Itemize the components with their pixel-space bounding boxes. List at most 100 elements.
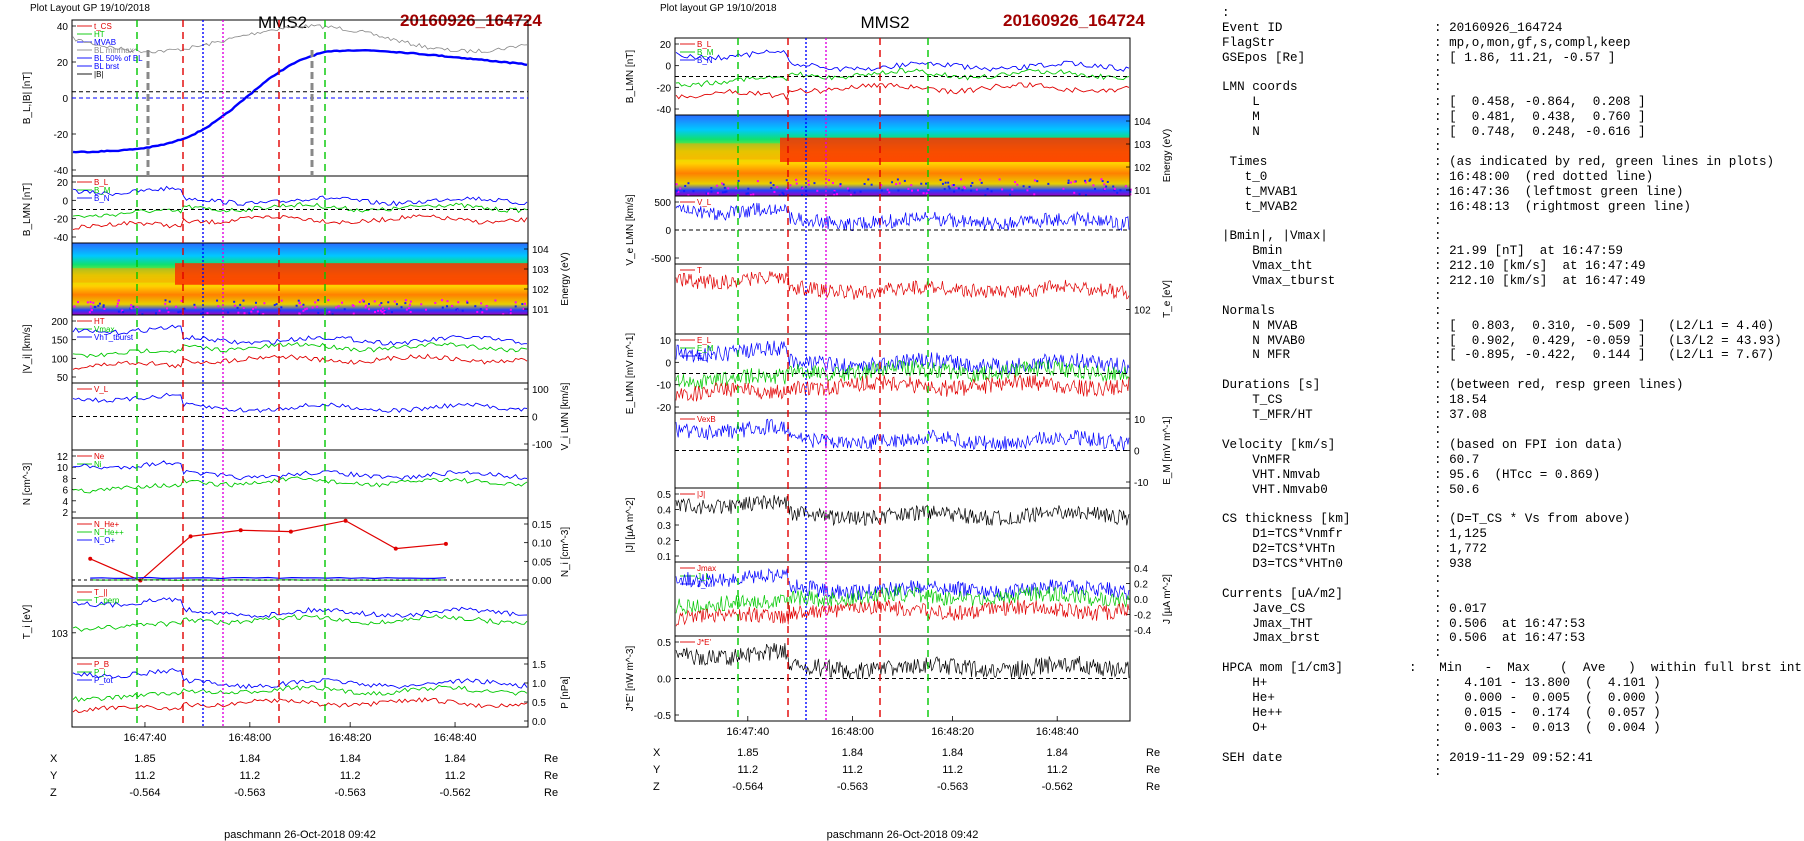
series-line <box>72 476 528 494</box>
orbit-value: 11.2 <box>240 770 261 782</box>
panel-frame <box>71 314 529 384</box>
info-row: : <box>1222 66 1802 81</box>
spectrogram-noise <box>1124 185 1127 188</box>
info-key: SEH date <box>1222 750 1283 765</box>
spectrogram-noise <box>522 307 525 310</box>
info-row: Vmax_tht: 212.10 [km/s] at 16:47:49 <box>1222 259 1802 274</box>
legend-entry: B_M <box>697 48 714 57</box>
spectrogram-noise <box>963 187 966 190</box>
series-line <box>72 214 528 231</box>
time-tick-label: 16:47:40 <box>726 726 769 738</box>
orbit-value: 11.2 <box>842 764 863 776</box>
info-key: N MFR <box>1222 348 1291 363</box>
info-key: VnMFR <box>1222 452 1291 467</box>
info-key: Bmin <box>1222 244 1283 259</box>
info-row: t_0: 16:48:00 (red dotted line) <box>1222 170 1802 185</box>
info-key: Vmax_tburst <box>1222 274 1336 289</box>
spectrogram-noise <box>888 191 891 194</box>
spectrogram-noise <box>233 304 236 307</box>
y-axis-label: J*E' [nW m^-3] <box>625 646 636 712</box>
info-key: Velocity [km/s] <box>1222 437 1336 452</box>
spectrogram-noise <box>970 184 973 187</box>
y-tick-label: 6 <box>62 486 68 497</box>
spacecraft-title: MMS2 <box>861 13 910 32</box>
y-tick-label: 0.5 <box>657 638 671 649</box>
info-value: : <box>1434 80 1442 95</box>
spectrogram-noise <box>911 189 914 192</box>
spectrogram-noise <box>867 178 870 181</box>
legend-entry: P_tot <box>94 676 113 685</box>
spectrogram-noise <box>1001 188 1004 191</box>
info-value: : <box>1434 422 1442 437</box>
y-tick-label: 102 <box>1134 306 1151 317</box>
y-tick-label: 20 <box>57 178 69 189</box>
spectrogram-noise <box>378 304 381 307</box>
series-line <box>72 324 527 346</box>
info-row: : <box>1222 423 1802 438</box>
spectrogram-noise <box>953 190 956 193</box>
spectrogram-noise <box>1028 185 1031 188</box>
info-row: Jmax_THT: 0.506 at 16:47:53 <box>1222 617 1802 632</box>
spectrogram-noise <box>93 305 96 308</box>
legend-entry: J_L <box>697 572 710 581</box>
spectrogram-noise <box>227 311 230 314</box>
spectrogram-noise <box>916 189 919 192</box>
spectrogram-noise <box>745 192 748 195</box>
spectrogram-noise <box>831 181 834 184</box>
orbit-value: 11.2 <box>1047 764 1068 776</box>
spectrogram-noise <box>262 313 265 316</box>
info-value: : 50.6 <box>1434 482 1480 497</box>
spectrogram-noise <box>280 306 283 309</box>
info-key: Jave_CS <box>1222 601 1306 616</box>
spectrogram-noise <box>494 299 497 302</box>
series-line <box>675 49 1130 72</box>
spectrogram-noise <box>941 182 944 185</box>
info-row: Vmax_tburst: 212.10 [km/s] at 16:47:49 <box>1222 274 1802 289</box>
info-value: : (D=T_CS * Vs from above) <box>1434 512 1631 527</box>
info-value: : <box>1434 765 1442 780</box>
y-tick-label: 101 <box>1134 186 1151 197</box>
info-value: : <box>1434 140 1442 155</box>
info-key: t_0 <box>1222 169 1268 184</box>
spectrogram-noise <box>684 184 687 187</box>
y-tick-label: -20 <box>657 403 672 414</box>
spectrogram-noise <box>785 179 788 182</box>
info-key: Event ID <box>1222 20 1283 35</box>
spectrogram-warm-band <box>72 268 175 283</box>
orbit-value: -0.562 <box>1042 781 1073 793</box>
spectrogram-noise <box>897 189 900 192</box>
series-line <box>675 358 1130 391</box>
orbit-value: -0.564 <box>129 787 160 799</box>
legend-entry: E_M <box>697 344 714 353</box>
series-line <box>72 185 528 207</box>
info-value: : 0.506 at 16:47:53 <box>1434 616 1586 631</box>
y-tick-label: 0.10 <box>532 539 552 550</box>
y-tick-label: 40 <box>57 22 69 33</box>
y-tick-label: -10 <box>1134 478 1149 489</box>
legend-entry: T_perp <box>94 596 120 605</box>
y-axis-label: N_i [cm^-3] <box>560 527 571 577</box>
spectrogram-noise <box>683 190 686 193</box>
spectrogram-noise <box>485 308 488 311</box>
spectrogram-noise <box>1067 181 1070 184</box>
info-value: : 21.99 [nT] at 16:47:59 <box>1434 244 1623 259</box>
info-row: N MVAB0: [ 0.902, 0.429, -0.059 ] (L3/L2… <box>1222 334 1802 349</box>
panel-8 <box>71 585 529 659</box>
spectrogram-noise <box>955 187 958 190</box>
spectrogram-noise <box>92 301 95 304</box>
spectrogram-noise <box>833 193 836 196</box>
info-row: VHT.Nmvab: 95.6 (HTcc = 0.869) <box>1222 468 1802 483</box>
spectrogram-noise <box>474 305 477 308</box>
info-value: : 16:48:13 (rightmost green line) <box>1434 199 1691 214</box>
info-row: |Bmin|, |Vmax|: <box>1222 229 1802 244</box>
info-key: t_MVAB1 <box>1222 184 1298 199</box>
spectrogram-noise <box>383 309 386 312</box>
info-key <box>1222 497 1434 512</box>
legend-entry: B_M <box>94 186 111 195</box>
y-tick-label: 0 <box>1134 447 1140 458</box>
spectrogram-noise <box>337 305 340 308</box>
panel-7 <box>674 487 1131 563</box>
y-tick-label: -0.2 <box>1134 611 1152 622</box>
orbit-row-label: X <box>50 753 58 765</box>
spectrogram-noise <box>727 187 730 190</box>
